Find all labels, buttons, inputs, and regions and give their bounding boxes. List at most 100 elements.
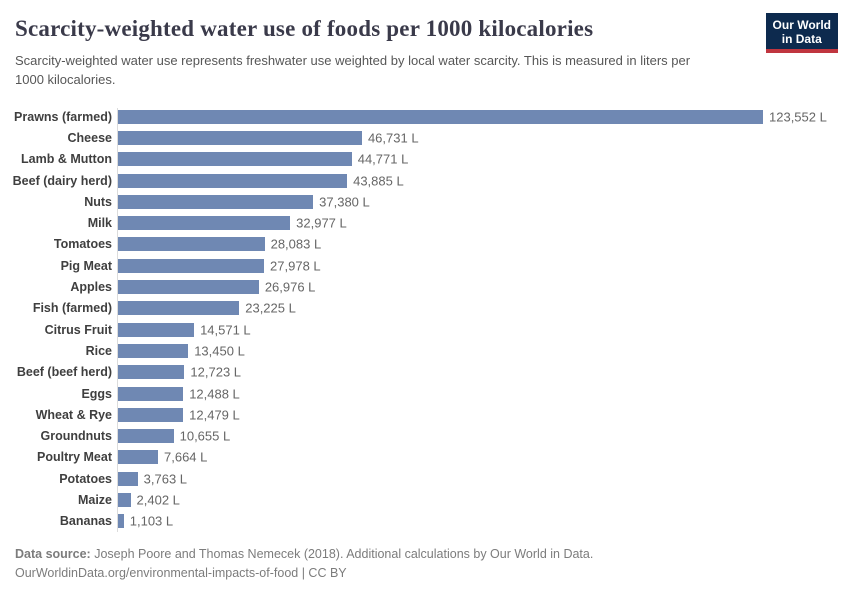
- category-label: Eggs: [81, 386, 112, 401]
- bar-row: Rice 13,450 L: [10, 340, 850, 361]
- bar-row: Wheat & Rye 12,479 L: [10, 404, 850, 425]
- bar-track: 26,976 L: [118, 279, 763, 295]
- value-label: 13,450 L: [194, 343, 245, 359]
- bar-track: 43,885 L: [118, 173, 763, 188]
- category-label: Wheat & Rye: [35, 407, 112, 422]
- bar-row: Cheese 46,731 L: [10, 127, 850, 148]
- category-label: Prawns (farmed): [14, 109, 112, 124]
- bar-track: 3,763 L: [118, 471, 763, 487]
- category-label: Fish (farmed): [32, 301, 112, 316]
- datasource-label: Data source:: [15, 546, 91, 561]
- chart-subtitle: Scarcity-weighted water use represents f…: [15, 53, 691, 87]
- category-label: Apples: [70, 280, 112, 295]
- value-label: 46,731 L: [367, 130, 419, 146]
- bar[interactable]: [118, 173, 348, 188]
- bar[interactable]: [118, 237, 265, 252]
- bar-row: Beef (beef herd) 12,723 L: [10, 362, 850, 383]
- value-label: 14,571 L: [200, 322, 251, 338]
- category-label: Beef (dairy herd): [12, 173, 112, 188]
- bar[interactable]: [118, 258, 265, 273]
- owid-logo[interactable]: Our World in Data: [765, 13, 838, 53]
- bar[interactable]: [118, 322, 195, 337]
- bar[interactable]: [118, 429, 174, 444]
- bar-track: 12,479 L: [118, 407, 763, 423]
- bar-row: Potatoes 3,763 L: [10, 468, 850, 489]
- bar[interactable]: [118, 386, 184, 401]
- category-label: Cheese: [67, 130, 112, 145]
- category-label: Rice: [85, 343, 112, 358]
- bar[interactable]: [118, 216, 291, 231]
- category-label: Beef (beef herd): [16, 365, 112, 380]
- datasource-line: Data source: Joseph Poore and Thomas Nem…: [15, 545, 835, 564]
- bar-track: 10,655 L: [118, 428, 763, 444]
- chart-header: Scarcity-weighted water use of foods per…: [0, 0, 850, 89]
- value-label: 26,976 L: [264, 279, 316, 295]
- value-label: 123,552 L: [769, 109, 827, 125]
- value-label: 3,763 L: [143, 471, 188, 487]
- bar-row: Lamb & Mutton 44,771 L: [10, 149, 850, 170]
- footer-url[interactable]: OurWorldinData.org/environmental-impacts…: [15, 565, 347, 580]
- bar-chart: Prawns (farmed) 123,552 L Cheese 46,731 …: [0, 106, 850, 532]
- bar[interactable]: [118, 301, 240, 316]
- bar-row: Tomatoes 28,083 L: [10, 234, 850, 255]
- bar[interactable]: [118, 343, 189, 358]
- bar-row: Nuts 37,380 L: [10, 191, 850, 212]
- bar-row: Pig Meat 27,978 L: [10, 255, 850, 276]
- value-label: 12,479 L: [189, 407, 240, 423]
- bar[interactable]: [118, 365, 185, 380]
- bar-track: 2,402 L: [118, 492, 763, 507]
- bar-track: 12,723 L: [118, 364, 763, 380]
- logo-line1: Our World: [772, 18, 831, 32]
- category-label: Lamb & Mutton: [21, 152, 112, 167]
- value-label: 44,771 L: [357, 151, 409, 167]
- bar-track: 23,225 L: [118, 300, 763, 316]
- bar-row: Groundnuts 10,655 L: [10, 425, 850, 446]
- bar-row: Bananas 1,103 L: [10, 511, 850, 532]
- bar-row: Maize 2,402 L: [10, 489, 850, 510]
- chart-footer: Data source: Joseph Poore and Thomas Nem…: [0, 545, 850, 583]
- bar-track: 27,978 L: [118, 258, 763, 274]
- bar[interactable]: [118, 194, 314, 209]
- bar-track: 14,571 L: [118, 322, 763, 338]
- bar[interactable]: [118, 492, 131, 507]
- category-label: Tomatoes: [53, 237, 112, 252]
- bar-row: Prawns (farmed) 123,552 L: [10, 106, 850, 127]
- bar-row: Fish (farmed) 23,225 L: [10, 298, 850, 319]
- value-label: 10,655 L: [179, 428, 231, 444]
- value-label: 32,977 L: [296, 215, 347, 231]
- value-label: 23,225 L: [245, 300, 296, 316]
- bar-track: 44,771 L: [118, 151, 763, 167]
- bar-row: Citrus Fruit 14,571 L: [10, 319, 850, 340]
- chart-rows: Prawns (farmed) 123,552 L Cheese 46,731 …: [10, 106, 850, 532]
- bar[interactable]: [118, 109, 763, 124]
- bar[interactable]: [118, 514, 124, 529]
- bar-row: Apples 26,976 L: [10, 276, 850, 297]
- category-label: Potatoes: [59, 471, 112, 486]
- logo-line2: in Data: [781, 32, 822, 46]
- bar-track: 32,977 L: [118, 215, 763, 231]
- category-label: Bananas: [59, 514, 112, 529]
- value-label: 7,664 L: [164, 449, 208, 465]
- bar[interactable]: [118, 471, 138, 486]
- bar[interactable]: [118, 280, 259, 295]
- value-label: 12,488 L: [189, 386, 240, 401]
- category-label: Citrus Fruit: [44, 322, 112, 337]
- value-label: 37,380 L: [319, 194, 370, 210]
- bar-row: Milk 32,977 L: [10, 212, 850, 233]
- value-label: 12,723 L: [190, 364, 242, 380]
- bar-track: 13,450 L: [118, 343, 763, 359]
- bar-track: 1,103 L: [118, 513, 763, 529]
- bar-track: 7,664 L: [118, 449, 763, 465]
- bar[interactable]: [118, 450, 158, 465]
- chart-title: Scarcity-weighted water use of foods per…: [15, 16, 594, 41]
- bar[interactable]: [118, 152, 352, 167]
- value-label: 1,103 L: [129, 513, 174, 529]
- bar-row: Eggs 12,488 L: [10, 383, 850, 404]
- bar-track: 12,488 L: [118, 386, 763, 401]
- value-label: 27,978 L: [270, 258, 321, 274]
- bar-track: 123,552 L: [118, 109, 827, 124]
- bar[interactable]: [118, 407, 184, 422]
- category-label: Milk: [87, 216, 112, 231]
- bar[interactable]: [118, 130, 362, 145]
